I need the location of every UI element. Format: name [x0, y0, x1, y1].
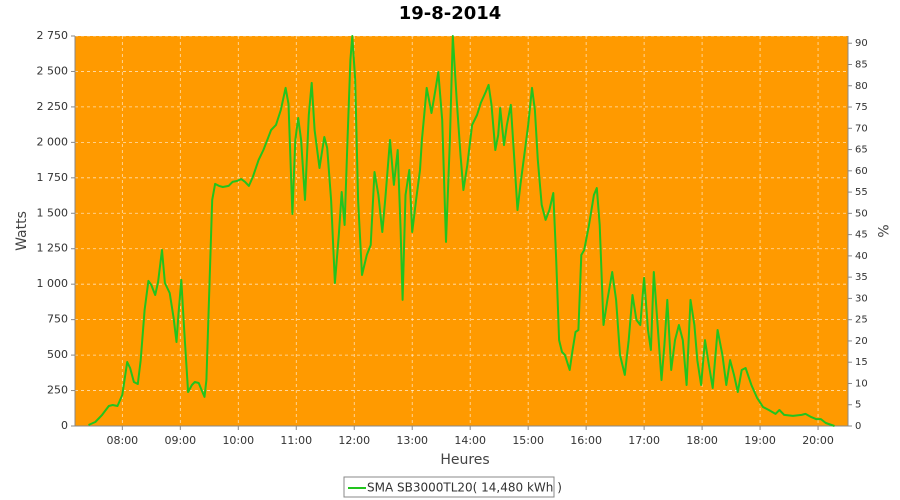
- legend: [343, 476, 555, 498]
- x-tick-label: 20:00: [802, 434, 834, 447]
- legend-label: SMA SB3000TL20( 14,480 kWh ): [367, 481, 562, 495]
- x-tick-label: 19:00: [744, 434, 776, 447]
- y2-tick-label: 90: [855, 38, 868, 49]
- y2-axis-label: %: [874, 224, 890, 237]
- x-tick-label: 12:00: [338, 434, 370, 447]
- plot-area: [75, 36, 848, 426]
- y-tick-label: 2 500: [37, 64, 69, 77]
- y-axis-label: Watts: [14, 211, 30, 251]
- y2-tick-label: 50: [855, 208, 868, 219]
- chart-title: 19-8-2014: [399, 3, 502, 24]
- data-line: [88, 35, 835, 427]
- y2-tick-label: 85: [855, 59, 868, 70]
- x-tick-label: 09:00: [164, 434, 196, 447]
- y2-tick-label: 15: [855, 357, 868, 368]
- y2-tick-label: 10: [855, 378, 868, 389]
- y2-tick-label: 25: [855, 315, 868, 326]
- y2-tick-label: 0: [855, 421, 861, 432]
- x-tick-label: 18:00: [686, 434, 718, 447]
- x-tick-label: 15:00: [512, 434, 544, 447]
- y2-tick-label: 40: [855, 251, 868, 262]
- y-tick-label: 0: [61, 419, 68, 432]
- x-tick-label: 11:00: [280, 434, 312, 447]
- y-tick-label: 2 250: [37, 100, 69, 113]
- x-tick-label: 16:00: [570, 434, 602, 447]
- y-tick-label: 1 000: [37, 277, 69, 290]
- y-tick-label: 750: [47, 313, 68, 326]
- y-tick-label: 1 500: [37, 206, 69, 219]
- y2-tick-label: 70: [855, 123, 868, 134]
- x-tick-label: 10:00: [222, 434, 254, 447]
- x-axis-label: Heures: [440, 452, 489, 468]
- x-tick-label: 13:00: [396, 434, 428, 447]
- y2-tick-label: 20: [855, 336, 868, 347]
- y2-tick-label: 30: [855, 293, 868, 304]
- y-tick-label: 250: [47, 384, 68, 397]
- x-tick-label: 17:00: [628, 434, 660, 447]
- y2-tick-label: 65: [855, 145, 868, 156]
- y2-tick-label: 35: [855, 272, 868, 283]
- y2-tick-label: 75: [855, 102, 868, 113]
- y-tick-label: 1 750: [37, 171, 69, 184]
- y-tick-label: 2 750: [37, 29, 69, 42]
- y-tick-label: 2 000: [37, 135, 69, 148]
- x-tick-label: 14:00: [454, 434, 486, 447]
- y2-tick-label: 55: [855, 187, 868, 198]
- y-tick-label: 1 250: [37, 242, 69, 255]
- y-tick-label: 500: [47, 348, 68, 361]
- x-tick-label: 08:00: [106, 434, 138, 447]
- y2-tick-label: 5: [855, 400, 861, 411]
- y2-tick-label: 60: [855, 166, 868, 177]
- y2-tick-label: 80: [855, 81, 868, 92]
- y2-tick-label: 45: [855, 230, 868, 241]
